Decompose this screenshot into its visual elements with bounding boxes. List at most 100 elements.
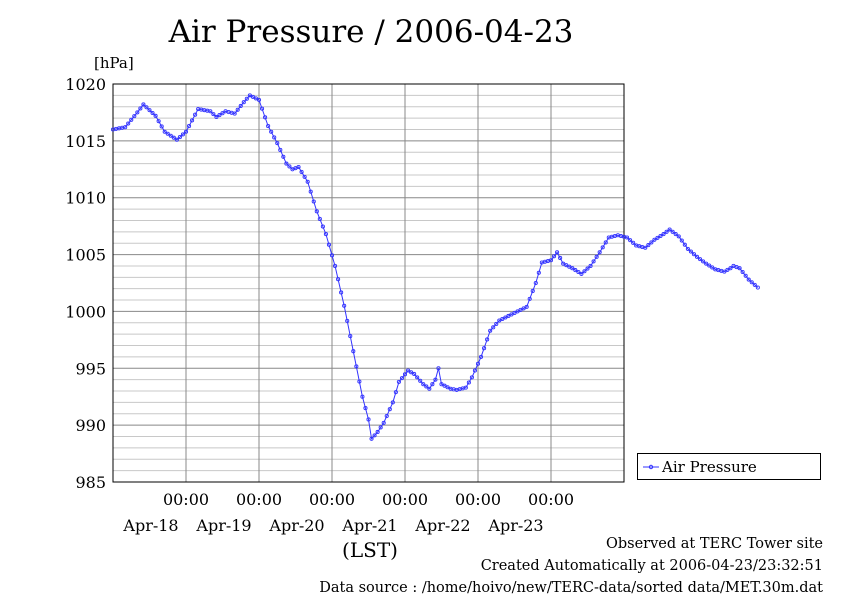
data-point bbox=[594, 254, 599, 259]
data-point bbox=[366, 417, 371, 422]
data-point bbox=[393, 390, 398, 395]
data-point bbox=[253, 96, 259, 101]
data-point bbox=[244, 96, 249, 101]
data-point bbox=[168, 133, 173, 138]
data-point bbox=[190, 118, 195, 123]
data-point bbox=[743, 273, 748, 278]
data-point bbox=[180, 132, 186, 137]
data-point bbox=[177, 135, 182, 140]
data-point bbox=[445, 385, 450, 390]
data-point bbox=[138, 106, 143, 111]
data-point bbox=[561, 261, 566, 266]
data-point bbox=[466, 380, 471, 385]
plot-frame bbox=[112, 83, 625, 483]
data-point bbox=[284, 161, 289, 166]
data-point bbox=[433, 377, 438, 382]
data-point bbox=[421, 382, 426, 387]
data-point bbox=[585, 266, 590, 271]
y-tick-label: 1010 bbox=[65, 189, 106, 208]
data-point bbox=[485, 337, 490, 342]
data-point bbox=[469, 375, 474, 380]
x-tick-time-label: 00:00 bbox=[455, 490, 501, 509]
data-point bbox=[132, 114, 137, 119]
data-point bbox=[305, 179, 310, 184]
data-point bbox=[673, 232, 678, 237]
data-point bbox=[746, 277, 751, 282]
data-point bbox=[165, 131, 170, 136]
data-point bbox=[266, 124, 271, 129]
data-point bbox=[694, 254, 700, 259]
y-tick-label: 1015 bbox=[65, 132, 106, 151]
data-point bbox=[482, 346, 487, 351]
data-point bbox=[135, 110, 140, 115]
x-tick-time-label: 00:00 bbox=[382, 490, 428, 509]
footer-created: Created Automatically at 2006-04-23/23:3… bbox=[480, 558, 823, 574]
data-point bbox=[497, 318, 502, 323]
data-point bbox=[263, 115, 268, 120]
data-point bbox=[725, 267, 730, 272]
data-point bbox=[576, 269, 581, 275]
data-point bbox=[296, 164, 301, 170]
data-point bbox=[579, 271, 584, 276]
data-point bbox=[250, 94, 255, 99]
data-point bbox=[238, 103, 243, 109]
data-point bbox=[387, 407, 392, 412]
data-point bbox=[664, 229, 669, 234]
data-point bbox=[412, 371, 417, 377]
data-point bbox=[442, 383, 447, 388]
data-point bbox=[494, 321, 499, 326]
legend-label: Air Pressure bbox=[662, 458, 757, 476]
data-point bbox=[171, 135, 176, 140]
data-point bbox=[682, 242, 687, 247]
data-point bbox=[278, 147, 283, 152]
y-axis-unit-label: [hPa] bbox=[94, 54, 134, 72]
data-point bbox=[524, 304, 529, 309]
data-point bbox=[472, 368, 478, 373]
data-point bbox=[676, 234, 681, 239]
data-point bbox=[704, 261, 709, 266]
data-point bbox=[600, 245, 605, 250]
data-point bbox=[667, 227, 672, 232]
data-point bbox=[652, 237, 657, 242]
data-point bbox=[183, 129, 189, 134]
x-tick-date-label: Apr-22 bbox=[414, 516, 470, 535]
x-axis-label: (LST) bbox=[342, 538, 398, 562]
legend-line-marker bbox=[643, 464, 659, 470]
data-point bbox=[372, 433, 377, 438]
data-point bbox=[214, 114, 219, 120]
data-point bbox=[685, 246, 690, 251]
data-point bbox=[603, 240, 608, 245]
data-point bbox=[755, 285, 760, 290]
data-point bbox=[512, 310, 517, 315]
x-tick-time-label: 00:00 bbox=[528, 490, 574, 509]
data-point bbox=[628, 238, 633, 243]
data-point bbox=[360, 394, 365, 399]
data-point bbox=[329, 253, 335, 258]
data-point bbox=[688, 249, 693, 254]
data-point bbox=[320, 224, 325, 229]
data-point bbox=[369, 436, 374, 441]
x-tick-date-label: Apr-21 bbox=[341, 516, 397, 535]
data-point bbox=[405, 368, 411, 373]
data-point bbox=[375, 429, 380, 435]
data-point bbox=[311, 199, 316, 204]
data-point bbox=[737, 266, 742, 271]
data-point bbox=[193, 112, 198, 117]
data-point bbox=[211, 112, 216, 117]
data-point bbox=[728, 266, 733, 271]
data-point bbox=[354, 364, 359, 369]
data-point bbox=[478, 354, 484, 359]
data-point bbox=[649, 240, 654, 245]
data-point bbox=[722, 269, 727, 274]
data-point bbox=[503, 315, 508, 320]
data-point bbox=[339, 290, 344, 295]
data-point bbox=[415, 375, 420, 380]
data-point bbox=[646, 243, 651, 248]
data-point bbox=[156, 119, 161, 124]
data-point bbox=[558, 255, 563, 261]
data-point bbox=[475, 361, 481, 366]
x-tick-date-label: Apr-18 bbox=[122, 516, 178, 535]
data-point bbox=[588, 263, 593, 268]
data-point bbox=[679, 238, 684, 243]
data-point bbox=[336, 277, 341, 282]
